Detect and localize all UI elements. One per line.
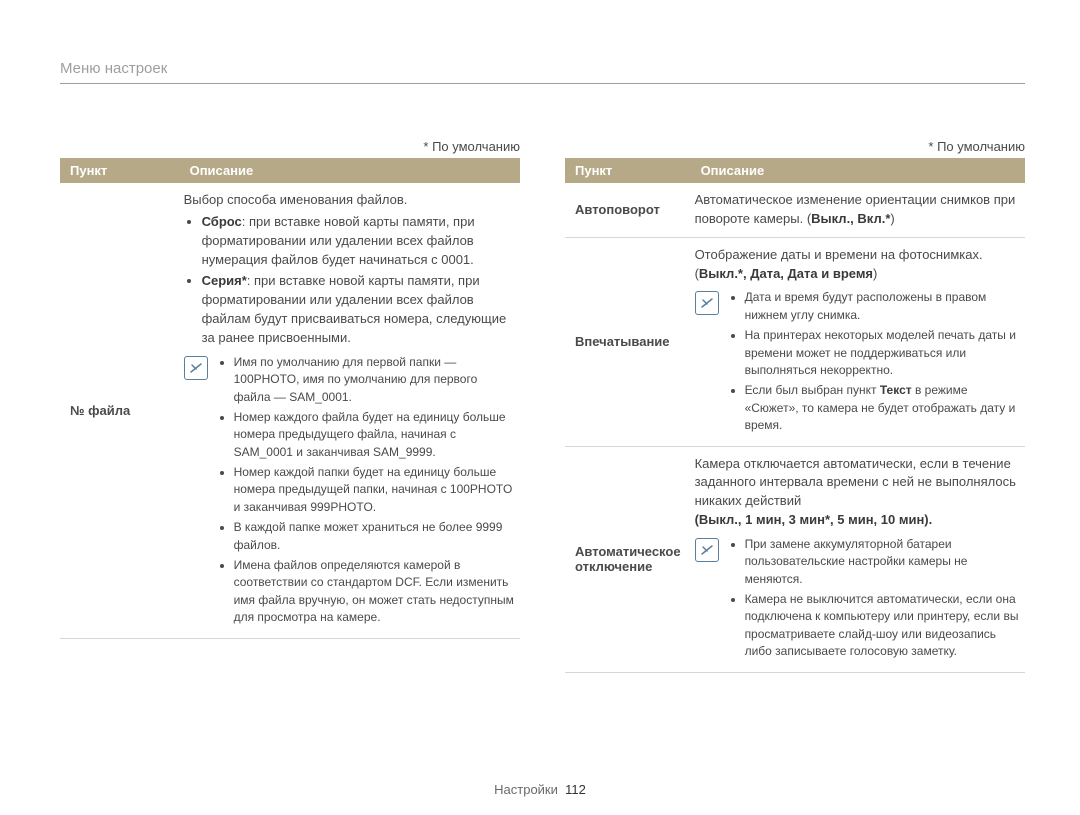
- intro-text: Выбор способа именования файлов.: [184, 192, 408, 207]
- note-item: Номер каждого файла будет на единицу бол…: [234, 409, 514, 461]
- note-item: Номер каждой папки будет на единицу боль…: [234, 464, 514, 516]
- row-desc-autooff: Камера отключается автоматически, если в…: [691, 446, 1025, 672]
- right-column: * По умолчанию Пункт Описание Автоповоро…: [565, 139, 1025, 673]
- note-block: При замене аккумуляторной батареи пользо…: [695, 536, 1019, 664]
- divider: [60, 83, 1025, 84]
- row-desc-autorotate: Автоматическое изменение ориентации сним…: [691, 183, 1025, 237]
- note-item: Если был выбран пункт Текст в режиме «Сю…: [745, 382, 1019, 434]
- note-item: Имя по умолчанию для первой папки — 100P…: [234, 354, 514, 406]
- default-note-left: * По умолчанию: [60, 139, 520, 154]
- row-desc-file-no: Выбор способа именования файлов. Сброс: …: [180, 183, 520, 638]
- row-label-autooff: Автоматическое отключение: [565, 446, 691, 672]
- note-block: Дата и время будут расположены в правом …: [695, 289, 1019, 437]
- table-row: Автоматическое отключение Камера отключа…: [565, 446, 1025, 672]
- note-item: Имена файлов определяются камерой в соот…: [234, 557, 514, 627]
- col-header-item: Пункт: [565, 158, 691, 183]
- note-item: Камера не выключится автоматически, если…: [745, 591, 1019, 661]
- page-footer: Настройки 112: [0, 782, 1080, 797]
- note-item: Дата и время будут расположены в правом …: [745, 289, 1019, 324]
- footer-page-number: 112: [565, 782, 586, 797]
- col-header-desc: Описание: [691, 158, 1025, 183]
- default-note-right: * По умолчанию: [565, 139, 1025, 154]
- table-row: Впечатывание Отображение даты и времени …: [565, 237, 1025, 446]
- note-icon: [695, 291, 719, 315]
- bullet-series: Серия*: при вставке новой карты памяти, …: [202, 272, 514, 347]
- note-icon: [695, 538, 719, 562]
- note-item: При замене аккумуляторной батареи пользо…: [745, 536, 1019, 588]
- row-label-imprint: Впечатывание: [565, 237, 691, 446]
- note-icon: [184, 356, 208, 380]
- row-label-file-no: № файла: [60, 183, 180, 638]
- table-row: № файла Выбор способа именования файлов.…: [60, 183, 520, 638]
- col-header-item: Пункт: [60, 158, 180, 183]
- note-item: На принтерах некоторых моделей печать да…: [745, 327, 1019, 379]
- footer-section: Настройки: [494, 782, 558, 797]
- row-label-autorotate: Автоповорот: [565, 183, 691, 237]
- note-item: В каждой папке может храниться не более …: [234, 519, 514, 554]
- settings-table-left: Пункт Описание № файла Выбор способа име…: [60, 158, 520, 639]
- bullet-reset: Сброс: при вставке новой карты памяти, п…: [202, 213, 514, 270]
- note-block: Имя по умолчанию для первой папки — 100P…: [184, 354, 514, 630]
- row-desc-imprint: Отображение даты и времени на фотоснимка…: [691, 237, 1025, 446]
- col-header-desc: Описание: [180, 158, 520, 183]
- settings-table-right: Пункт Описание Автоповорот Автоматическо…: [565, 158, 1025, 673]
- table-row: Автоповорот Автоматическое изменение ори…: [565, 183, 1025, 237]
- breadcrumb: Меню настроек: [60, 60, 1025, 77]
- left-column: * По умолчанию Пункт Описание № файла Вы…: [60, 139, 520, 673]
